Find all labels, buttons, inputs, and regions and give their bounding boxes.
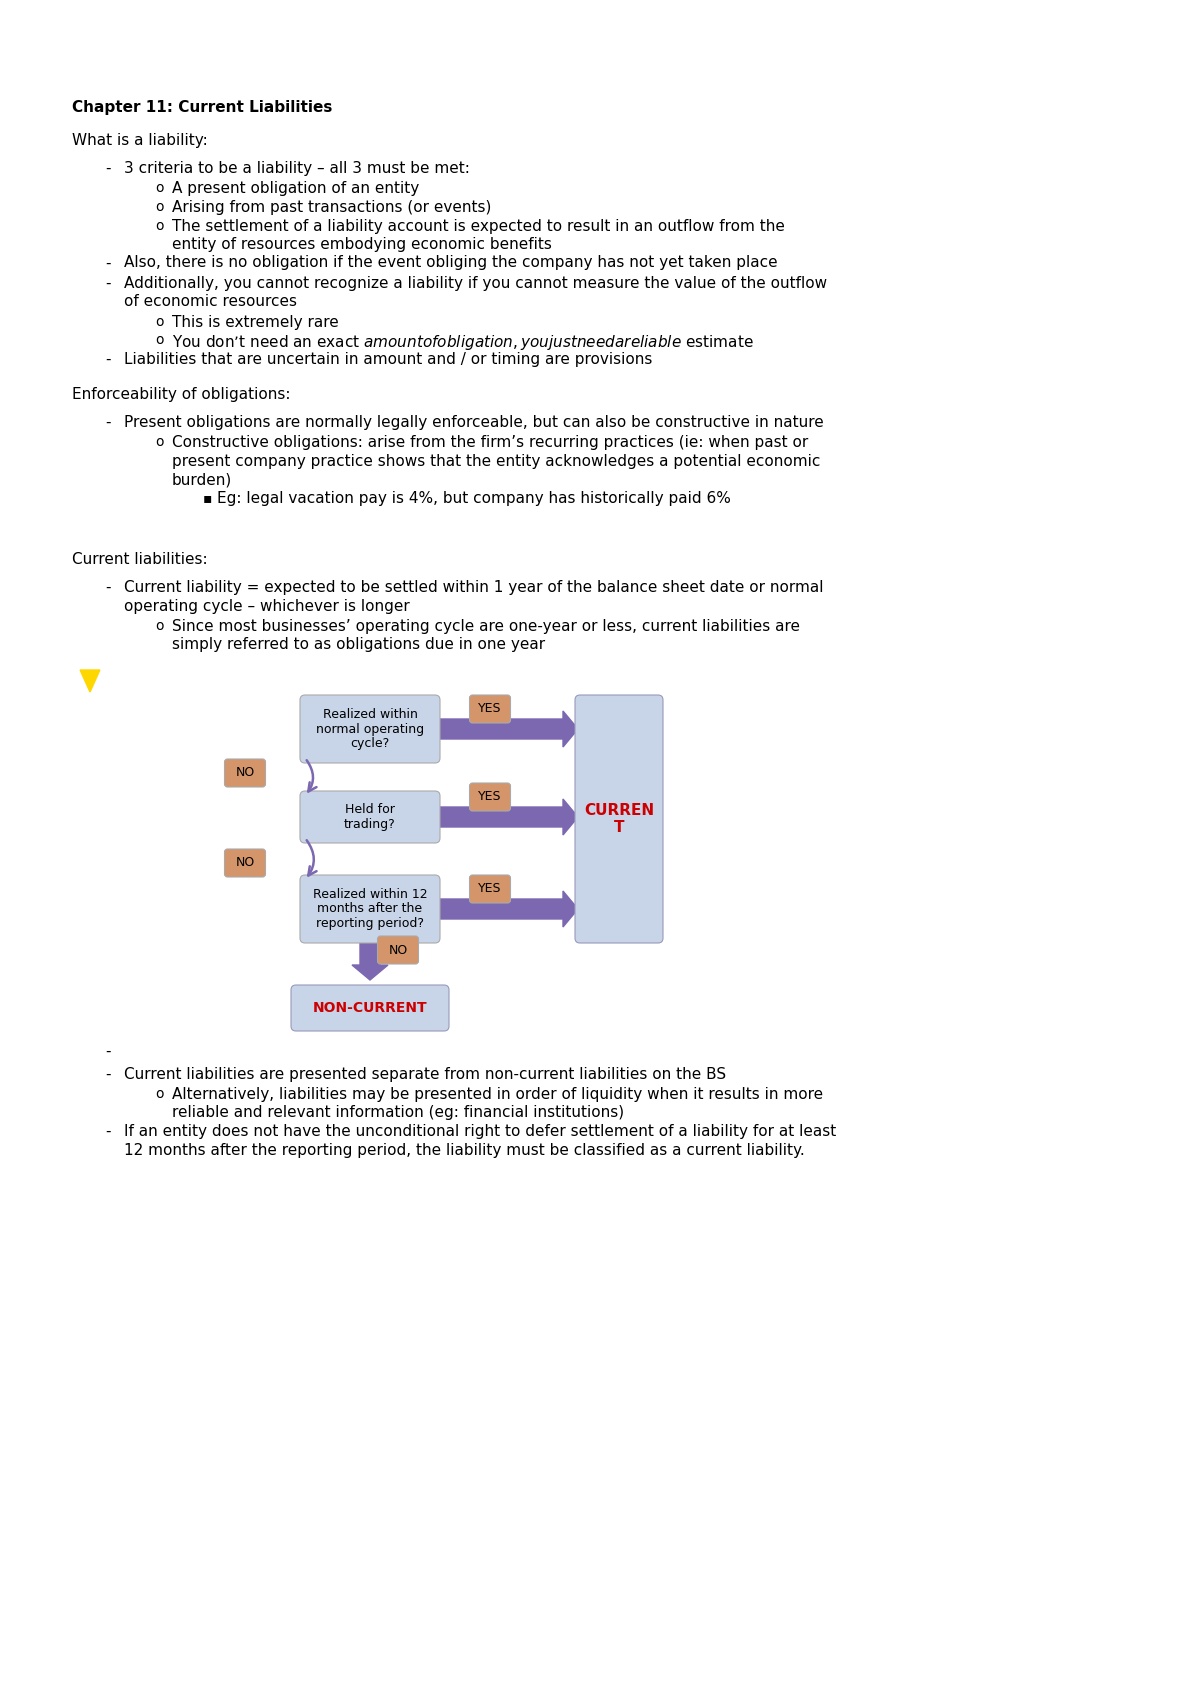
Text: entity of resources embodying economic benefits: entity of resources embodying economic b…: [172, 238, 552, 251]
Text: o: o: [155, 619, 163, 633]
Text: -: -: [106, 161, 110, 176]
Text: This is extremely rare: This is extremely rare: [172, 316, 338, 329]
Text: o: o: [155, 200, 163, 214]
Text: What is a liability:: What is a liability:: [72, 132, 208, 148]
Text: -: -: [106, 1123, 110, 1139]
Polygon shape: [436, 799, 578, 835]
FancyBboxPatch shape: [224, 848, 265, 877]
Text: NON-CURRENT: NON-CURRENT: [313, 1001, 427, 1015]
Text: o: o: [155, 182, 163, 195]
Polygon shape: [352, 938, 388, 979]
Text: burden): burden): [172, 472, 233, 487]
Text: 3 criteria to be a liability – all 3 must be met:: 3 criteria to be a liability – all 3 mus…: [124, 161, 470, 176]
Text: o: o: [155, 316, 163, 329]
Text: CURREN
T: CURREN T: [584, 803, 654, 835]
Text: Arising from past transactions (or events): Arising from past transactions (or event…: [172, 200, 491, 216]
Text: If an entity does not have the unconditional right to defer settlement of a liab: If an entity does not have the unconditi…: [124, 1123, 836, 1139]
Text: Constructive obligations: arise from the firm’s recurring practices (ie: when pa: Constructive obligations: arise from the…: [172, 436, 809, 450]
Text: YES: YES: [479, 882, 502, 896]
FancyBboxPatch shape: [300, 791, 440, 843]
Text: ▪: ▪: [203, 490, 212, 506]
Text: -: -: [106, 1066, 110, 1081]
Text: Held for
trading?: Held for trading?: [344, 803, 396, 832]
Text: o: o: [155, 436, 163, 450]
FancyBboxPatch shape: [469, 696, 510, 723]
Text: Also, there is no obligation if the event obliging the company has not yet taken: Also, there is no obligation if the even…: [124, 256, 778, 270]
FancyBboxPatch shape: [300, 876, 440, 944]
Text: o: o: [155, 219, 163, 232]
Text: YES: YES: [479, 703, 502, 716]
FancyBboxPatch shape: [469, 782, 510, 811]
Polygon shape: [436, 711, 578, 747]
FancyBboxPatch shape: [575, 696, 662, 944]
Text: Realized within
normal operating
cycle?: Realized within normal operating cycle?: [316, 708, 424, 750]
Text: Since most businesses’ operating cycle are one-year or less, current liabilities: Since most businesses’ operating cycle a…: [172, 619, 800, 635]
Text: Alternatively, liabilities may be presented in order of liquidity when it result: Alternatively, liabilities may be presen…: [172, 1088, 823, 1101]
Text: reliable and relevant information (eg: financial institutions): reliable and relevant information (eg: f…: [172, 1105, 624, 1120]
Text: present company practice shows that the entity acknowledges a potential economic: present company practice shows that the …: [172, 455, 821, 468]
Text: Current liability = expected to be settled within 1 year of the balance sheet da: Current liability = expected to be settl…: [124, 580, 823, 596]
Text: Eg: legal vacation pay is 4%, but company has historically paid 6%: Eg: legal vacation pay is 4%, but compan…: [217, 490, 731, 506]
Text: operating cycle – whichever is longer: operating cycle – whichever is longer: [124, 599, 409, 614]
Text: -: -: [106, 416, 110, 429]
Text: -: -: [106, 351, 110, 367]
Text: Enforceability of obligations:: Enforceability of obligations:: [72, 387, 290, 402]
Text: -: -: [106, 277, 110, 290]
Text: o: o: [155, 334, 163, 348]
Text: NO: NO: [235, 857, 254, 869]
FancyBboxPatch shape: [224, 759, 265, 787]
Text: Present obligations are normally legally enforceable, but can also be constructi: Present obligations are normally legally…: [124, 416, 823, 429]
FancyBboxPatch shape: [469, 876, 510, 903]
Text: Realized within 12
months after the
reporting period?: Realized within 12 months after the repo…: [313, 888, 427, 930]
Text: simply referred to as obligations due in one year: simply referred to as obligations due in…: [172, 638, 545, 653]
Text: Current liabilities are presented separate from non-current liabilities on the B: Current liabilities are presented separa…: [124, 1066, 726, 1081]
Text: Additionally, you cannot recognize a liability if you cannot measure the value o: Additionally, you cannot recognize a lia…: [124, 277, 827, 290]
FancyBboxPatch shape: [300, 696, 440, 764]
Text: 12 months after the reporting period, the liability must be classified as a curr: 12 months after the reporting period, th…: [124, 1142, 805, 1157]
Text: o: o: [155, 1088, 163, 1101]
Polygon shape: [80, 670, 100, 692]
Text: NO: NO: [389, 944, 408, 957]
Polygon shape: [436, 891, 578, 927]
FancyBboxPatch shape: [378, 937, 419, 964]
Text: NO: NO: [235, 767, 254, 779]
Text: -: -: [106, 1044, 110, 1059]
Text: Liabilities that are uncertain in amount and / or timing are provisions: Liabilities that are uncertain in amount…: [124, 351, 653, 367]
FancyBboxPatch shape: [292, 984, 449, 1032]
Text: Current liabilities:: Current liabilities:: [72, 552, 208, 567]
Text: The settlement of a liability account is expected to result in an outflow from t: The settlement of a liability account is…: [172, 219, 785, 234]
Text: of economic resources: of economic resources: [124, 295, 298, 309]
Text: -: -: [106, 580, 110, 596]
Text: You don’t need an exact $ amount of obligation, you just need a reliable $ estim: You don’t need an exact $ amount of obli…: [172, 334, 754, 353]
Text: Chapter 11: Current Liabilities: Chapter 11: Current Liabilities: [72, 100, 332, 115]
Text: -: -: [106, 256, 110, 270]
Text: YES: YES: [479, 791, 502, 803]
Text: A present obligation of an entity: A present obligation of an entity: [172, 182, 419, 197]
